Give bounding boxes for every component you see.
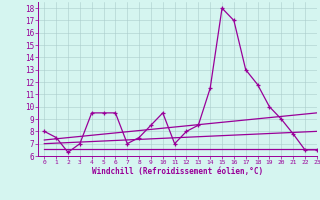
X-axis label: Windchill (Refroidissement éolien,°C): Windchill (Refroidissement éolien,°C) xyxy=(92,167,263,176)
